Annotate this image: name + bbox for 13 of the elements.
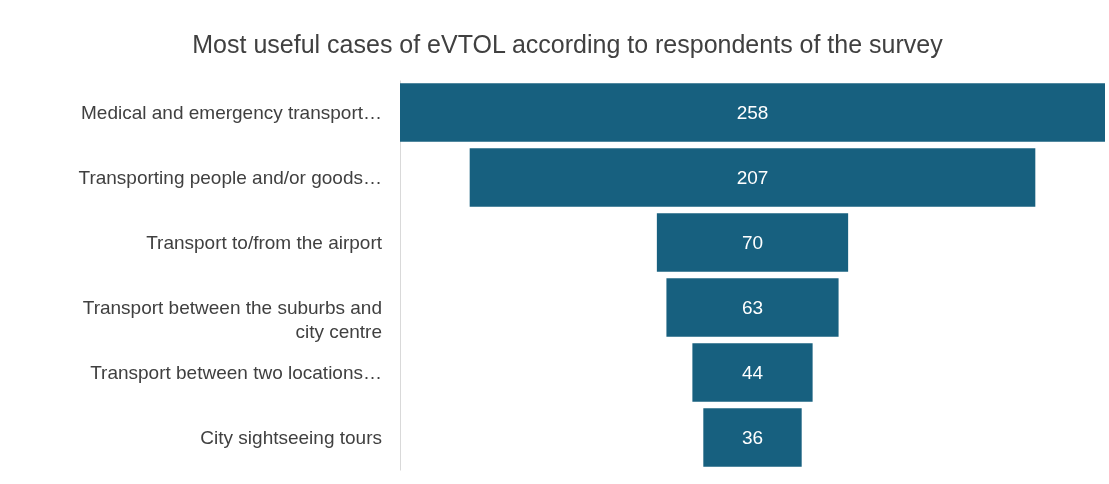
category-label: Transport between the suburbs and city centre (82, 296, 382, 342)
category-label: Transporting people and/or goods… (78, 166, 382, 188)
data-label: 44 (741, 361, 764, 383)
category-label: City sightseeing tours (200, 426, 382, 448)
category-label: Transport between two locations… (90, 361, 382, 383)
data-label: 207 (736, 166, 769, 188)
category-label: Transport to/from the airport (146, 231, 383, 253)
text: Most useful cases of eVTOL according to respondents of the survey (192, 30, 944, 58)
data-label: 63 (741, 296, 764, 318)
data-label: 36 (741, 426, 764, 448)
data-label: 258 (736, 101, 769, 123)
data-label: 70 (741, 231, 764, 253)
category-label: Medical and emergency transport… (81, 101, 382, 123)
